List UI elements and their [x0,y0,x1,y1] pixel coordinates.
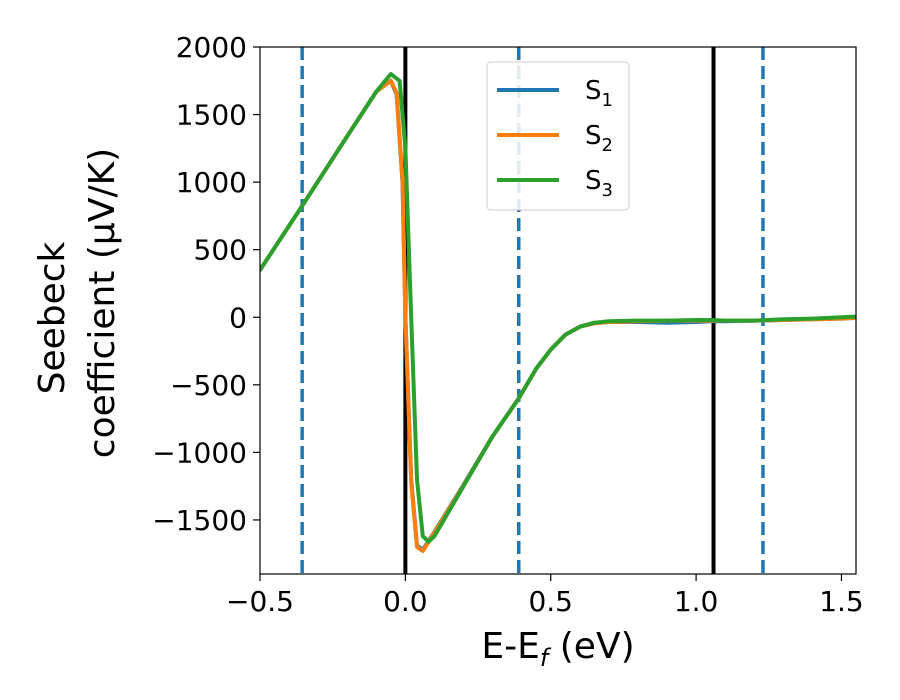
series-line-3 [260,72,856,544]
x-axis-label: E-Ef (eV) [481,626,634,672]
x-tick-label: −0.5 [226,585,294,618]
y-tick-label: 500 [194,234,247,267]
x-tick-label: 0.0 [383,585,428,618]
x-axis-label-unit: (eV) [548,626,634,667]
y-axis-ticks: −1500 −1000 −500 0 500 1000 1500 2000 [152,31,260,537]
y-tick-label: 0 [229,301,247,334]
x-tick-label: 1.5 [819,585,864,618]
legend-label-1: S1 [585,76,613,111]
series-lines [260,72,856,553]
x-tick-label: 0.5 [528,585,573,618]
x-tick-label: 1.0 [674,585,719,618]
y-axis-label-line1: Seebeck [32,241,73,394]
legend-label-2: S2 [585,121,613,156]
legend-label-3: S3 [585,166,613,201]
x-axis-ticks: −0.5 0.0 0.5 1.0 1.5 [226,574,864,618]
y-tick-label: −1500 [152,504,247,537]
y-tick-label: 1000 [176,166,247,199]
y-axis-label-line2: coefficient (μV/K) [82,148,123,458]
y-tick-label: −1000 [152,436,247,469]
y-tick-label: 1500 [176,99,247,132]
x-axis-label-main: E-E [481,626,539,667]
plot-frame [259,46,857,575]
legend: S1 S2 S3 [486,61,630,211]
y-tick-label: 2000 [176,31,247,64]
y-tick-label: −500 [170,369,247,402]
